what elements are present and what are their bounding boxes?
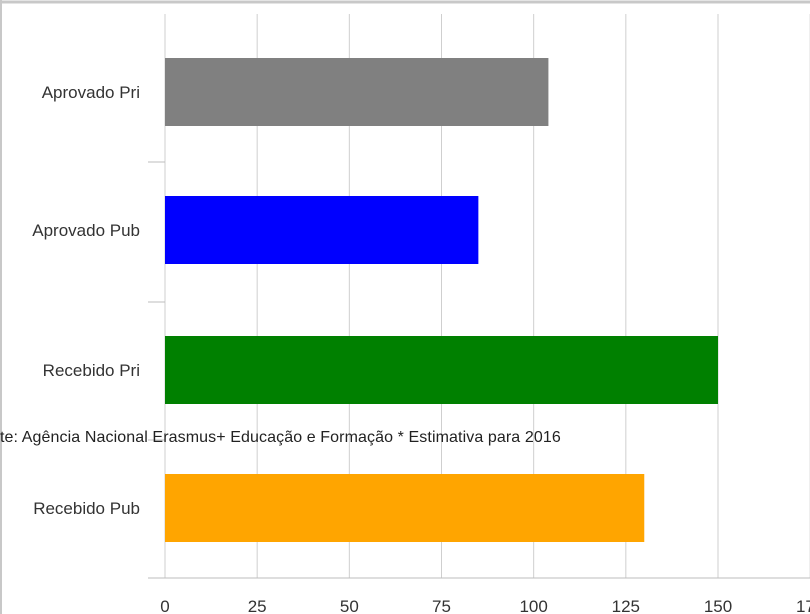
bar-aprovado-pri — [165, 58, 549, 126]
source-note: te: Agência Nacional Erasmus+ Educação e… — [0, 429, 561, 446]
x-tick-label-150: 150 — [704, 597, 732, 614]
x-tick-label-25: 25 — [248, 597, 267, 614]
x-tick-label-175: 175 — [796, 597, 810, 614]
category-label-aprovado-pri: Aprovado Pri — [42, 83, 140, 102]
x-tick-label-0: 0 — [160, 597, 169, 614]
category-label-aprovado-pub: Aprovado Pub — [32, 221, 140, 240]
x-tick-label-100: 100 — [519, 597, 547, 614]
bar-recebido-pri — [165, 336, 718, 404]
x-tick-label-50: 50 — [340, 597, 359, 614]
x-tick-label-75: 75 — [432, 597, 451, 614]
bar-aprovado-pub — [165, 196, 479, 264]
category-label-recebido-pub: Recebido Pub — [33, 499, 140, 518]
x-tick-label-125: 125 — [612, 597, 640, 614]
bar-recebido-pub — [165, 474, 645, 542]
category-label-recebido-pri: Recebido Pri — [43, 361, 140, 380]
